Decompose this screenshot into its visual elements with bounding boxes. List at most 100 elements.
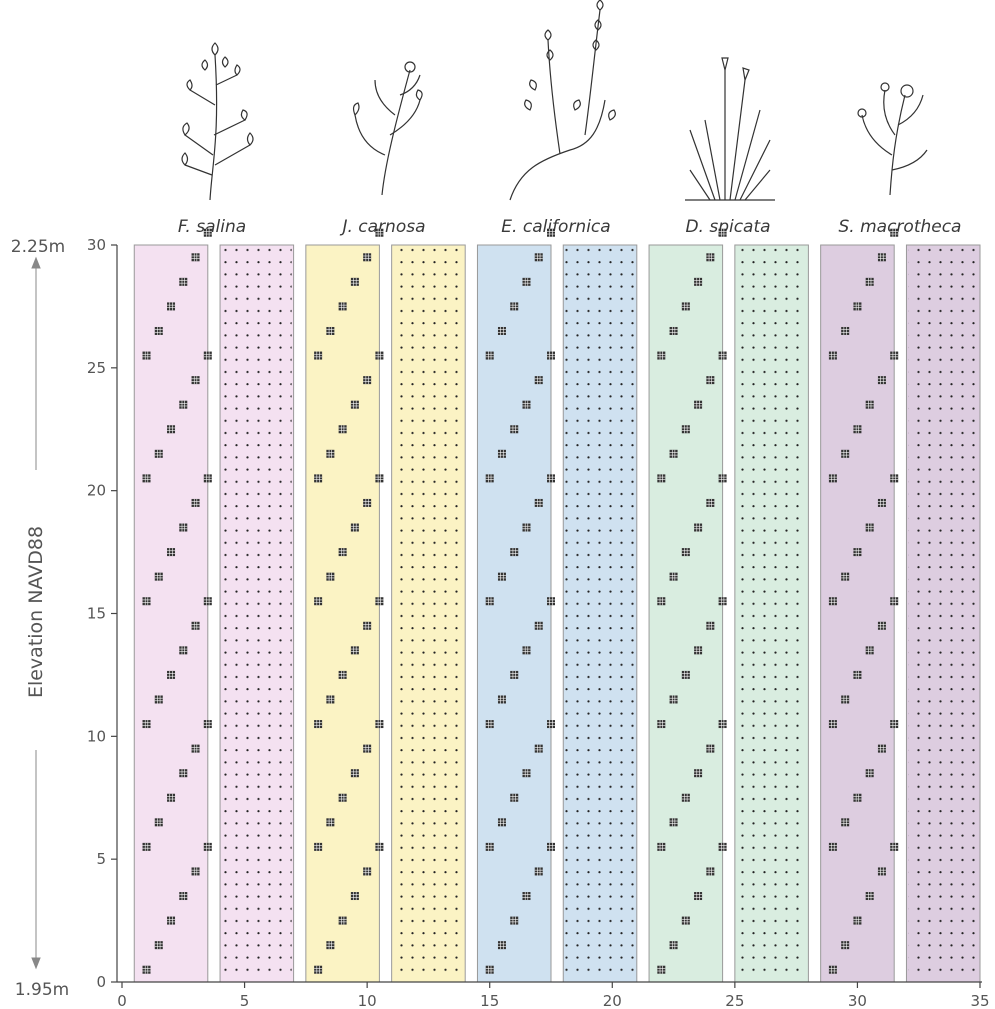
plot-marker bbox=[350, 523, 360, 532]
plot-marker bbox=[657, 842, 666, 852]
plot-marker bbox=[497, 449, 507, 459]
plot-marker bbox=[853, 916, 862, 925]
plot-marker bbox=[534, 252, 544, 262]
plot-marker bbox=[889, 719, 899, 729]
plot-marker bbox=[534, 498, 544, 508]
plot-marker bbox=[877, 744, 887, 753]
plot-marker bbox=[313, 719, 323, 729]
y-tick-label: 15 bbox=[87, 605, 106, 623]
plot-marker bbox=[338, 916, 347, 925]
plot-marker bbox=[178, 891, 188, 901]
plot-marker bbox=[693, 891, 703, 901]
plot-marker bbox=[693, 400, 703, 409]
plot-marker bbox=[865, 646, 874, 655]
plot-marker bbox=[313, 842, 323, 852]
y-tick-label: 20 bbox=[87, 482, 106, 500]
plot-marker bbox=[840, 940, 850, 950]
plot-marker bbox=[362, 498, 372, 508]
plot-marker bbox=[375, 228, 384, 238]
staircase-strip-0 bbox=[133, 244, 209, 983]
plot-marker bbox=[669, 818, 678, 827]
plot-marker bbox=[865, 277, 874, 287]
plot-marker bbox=[706, 621, 715, 631]
elevation-bottom-label: 1.95m bbox=[15, 980, 69, 1000]
plot-marker bbox=[669, 695, 678, 704]
plot-marker bbox=[657, 965, 666, 975]
plot-marker bbox=[522, 523, 531, 532]
plot-marker bbox=[326, 449, 335, 459]
staircase-strip-1 bbox=[305, 244, 380, 983]
plot-marker bbox=[693, 646, 703, 655]
elevation-arrow bbox=[31, 256, 41, 970]
plot-marker bbox=[178, 768, 188, 778]
plot-marker bbox=[828, 842, 838, 852]
plot-marker bbox=[889, 596, 899, 606]
plot-marker bbox=[509, 916, 519, 925]
y-axis-ticks: 0 5 10 15 20 25 30 bbox=[87, 236, 117, 991]
plot-marker bbox=[203, 351, 213, 360]
plot-marker bbox=[485, 719, 495, 729]
plot-marker bbox=[509, 670, 519, 680]
plot-marker bbox=[338, 670, 347, 680]
y-tick-label: 30 bbox=[87, 236, 106, 254]
elevation-top-label: 2.25m bbox=[11, 237, 65, 257]
plot-marker bbox=[338, 547, 347, 557]
composite-flower-plant-icon bbox=[857, 82, 928, 196]
plot-marker bbox=[865, 891, 874, 901]
x-tick-label: 10 bbox=[358, 992, 377, 1009]
species-labels: F. salina J. carnosa E. californica D. s… bbox=[178, 217, 962, 237]
plot-marker bbox=[191, 498, 200, 508]
plot-marker bbox=[142, 474, 151, 483]
plot-marker bbox=[350, 768, 360, 778]
plot-marker bbox=[313, 965, 323, 975]
plant-illustrations bbox=[181, 0, 928, 201]
plot-marker bbox=[865, 523, 874, 532]
plot-marker bbox=[375, 719, 384, 729]
succulent-plant-icon bbox=[352, 61, 423, 196]
plot-marker bbox=[362, 867, 372, 876]
dotted-pattern-4 bbox=[908, 247, 978, 980]
plot-marker bbox=[154, 449, 164, 459]
y-tick-label: 10 bbox=[87, 727, 106, 745]
plot-marker bbox=[166, 424, 176, 434]
plot-marker bbox=[313, 351, 323, 360]
plot-marker bbox=[706, 744, 715, 753]
plot-marker bbox=[350, 891, 360, 901]
plot-marker bbox=[191, 867, 200, 876]
plot-marker bbox=[828, 719, 838, 729]
plot-marker bbox=[142, 965, 151, 975]
plot-marker bbox=[877, 621, 887, 631]
plot-marker bbox=[178, 277, 188, 287]
plot-marker bbox=[657, 474, 666, 483]
plot-marker bbox=[546, 351, 556, 360]
plot-marker bbox=[497, 695, 507, 704]
x-tick-label: 35 bbox=[970, 992, 989, 1009]
plot-marker bbox=[178, 523, 188, 532]
dotted-pattern-3 bbox=[736, 247, 807, 980]
plot-marker bbox=[509, 547, 519, 557]
plot-marker bbox=[154, 940, 164, 950]
plot-marker bbox=[546, 719, 556, 729]
x-tick-label: 0 bbox=[117, 992, 127, 1009]
plot-marker bbox=[877, 375, 887, 385]
plot-marker bbox=[509, 793, 519, 803]
plot-marker bbox=[497, 818, 507, 827]
plot-marker bbox=[657, 596, 666, 606]
plot-marker bbox=[338, 793, 347, 803]
plot-marker bbox=[718, 842, 727, 852]
plot-marker bbox=[657, 351, 666, 360]
plot-marker bbox=[485, 474, 495, 483]
plot-marker bbox=[485, 842, 495, 852]
species-label-4: S. macrotheca bbox=[839, 217, 962, 237]
plot-marker bbox=[509, 302, 519, 311]
plot-marker bbox=[362, 252, 372, 262]
plot-marker bbox=[657, 719, 666, 729]
plot-marker bbox=[828, 965, 838, 975]
plot-marker bbox=[718, 228, 727, 238]
plot-marker bbox=[326, 818, 335, 827]
plot-marker bbox=[338, 302, 347, 311]
x-tick-label: 30 bbox=[848, 992, 867, 1009]
species-label-3: D. spicata bbox=[685, 217, 770, 237]
plot-marker bbox=[326, 572, 335, 581]
